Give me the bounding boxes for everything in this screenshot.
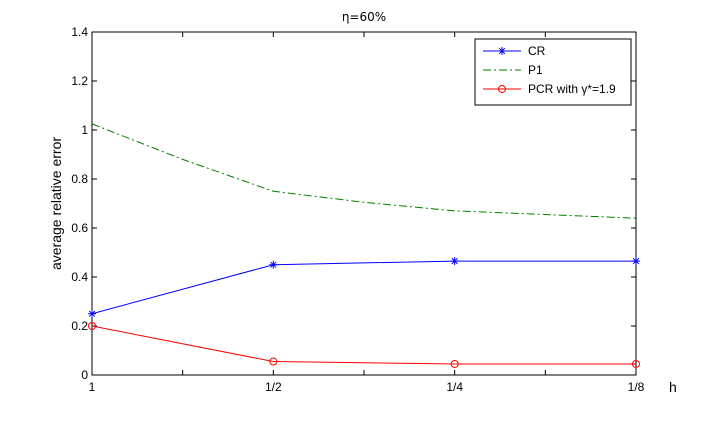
legend-marker-1 (498, 47, 506, 55)
data-point-3 (88, 322, 96, 330)
y-tick-label: 0.2 (71, 319, 88, 333)
y-tick-label: 1.2 (71, 74, 88, 88)
x-tick-label: 1/8 (628, 380, 645, 394)
legend: CR P1 PCR with γ*=1.9 (474, 38, 632, 106)
data-point-1 (632, 257, 640, 266)
chart-title: η=60% (342, 10, 386, 24)
y-tick-label: 1 (81, 123, 88, 137)
series-line-2 (91, 123, 637, 219)
data-point-3 (269, 357, 278, 366)
data-point-1 (269, 260, 278, 269)
y-tick-label: 0.6 (71, 221, 88, 235)
data-point-1 (450, 257, 459, 266)
y-tick-label: 0.8 (71, 172, 88, 186)
x-tick-label: 1/4 (446, 380, 463, 394)
x-axis-label: h (669, 379, 677, 395)
legend-label-1: CR (528, 44, 546, 58)
legend-marker-3 (498, 85, 506, 93)
y-tick-label: 0.4 (71, 270, 88, 284)
y-tick-label: 0 (81, 368, 88, 382)
series-line-3 (91, 325, 636, 365)
data-point-1 (88, 309, 96, 318)
data-point-3 (632, 359, 640, 368)
y-axis-label: average relative error (48, 137, 64, 270)
x-tick-label: 1/2 (265, 380, 282, 394)
legend-label-2: P1 (528, 63, 543, 77)
y-tick-label: 1.4 (71, 25, 88, 39)
legend-label-3: PCR with γ*=1.9 (528, 82, 616, 96)
x-tick-label: 1 (89, 380, 96, 394)
data-point-3 (450, 359, 459, 368)
series-line-1 (91, 260, 636, 315)
